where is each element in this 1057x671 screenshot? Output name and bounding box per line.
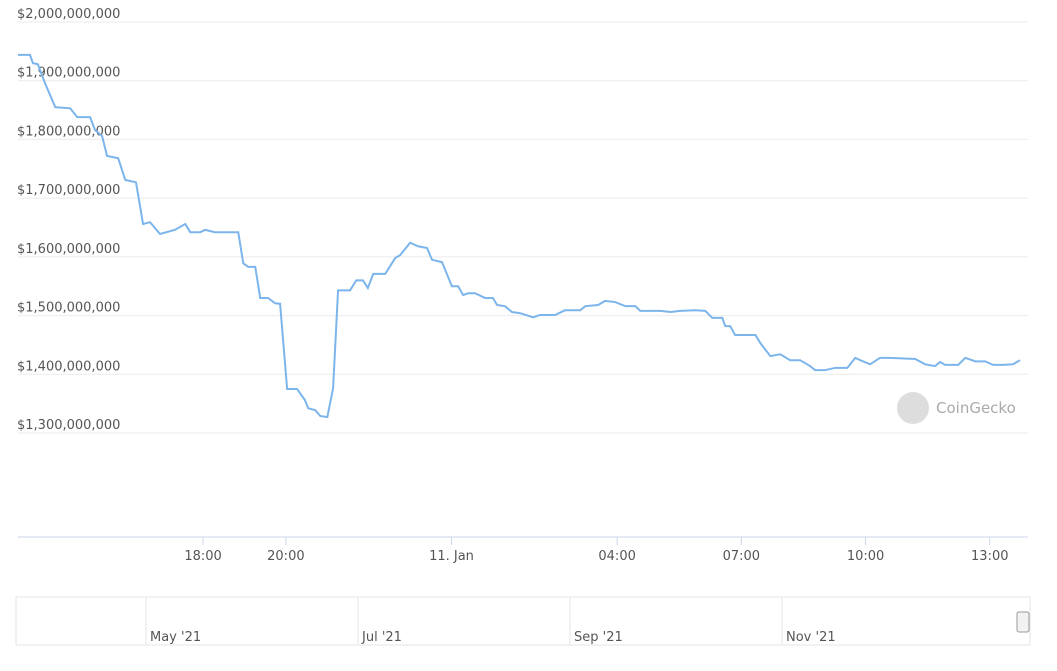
x-tick-label: 18:00 — [184, 549, 221, 564]
x-tick-label: 07:00 — [723, 549, 760, 564]
navigator-label: Sep '21 — [574, 630, 623, 645]
x-tick-label: 13:00 — [971, 549, 1008, 564]
watermark-logo — [897, 392, 929, 424]
x-tick-label: 11. Jan — [429, 549, 474, 564]
x-tick-label: 04:00 — [598, 549, 635, 564]
price-line — [18, 53, 1021, 419]
y-tick-label: $1,400,000,000 — [17, 359, 120, 374]
y-tick-label: $2,000,000,000 — [17, 7, 120, 22]
watermark: CoinGecko — [936, 399, 1016, 417]
y-tick-label: $1,600,000,000 — [17, 242, 120, 257]
x-tick-label: 20:00 — [267, 549, 304, 564]
navigator-handle[interactable] — [1016, 611, 1030, 633]
navigator-label: May '21 — [150, 630, 201, 645]
navigator-label: Nov '21 — [786, 630, 836, 645]
y-tick-label: $1,500,000,000 — [17, 301, 120, 316]
y-tick-label: $1,300,000,000 — [17, 418, 120, 433]
navigator-label: Jul '21 — [361, 630, 402, 645]
navigator — [15, 596, 1031, 646]
y-tick-label: $1,900,000,000 — [17, 66, 120, 81]
y-tick-label: $1,800,000,000 — [17, 124, 120, 139]
y-tick-label: $1,700,000,000 — [17, 183, 120, 198]
x-tick-label: 10:00 — [847, 549, 884, 564]
